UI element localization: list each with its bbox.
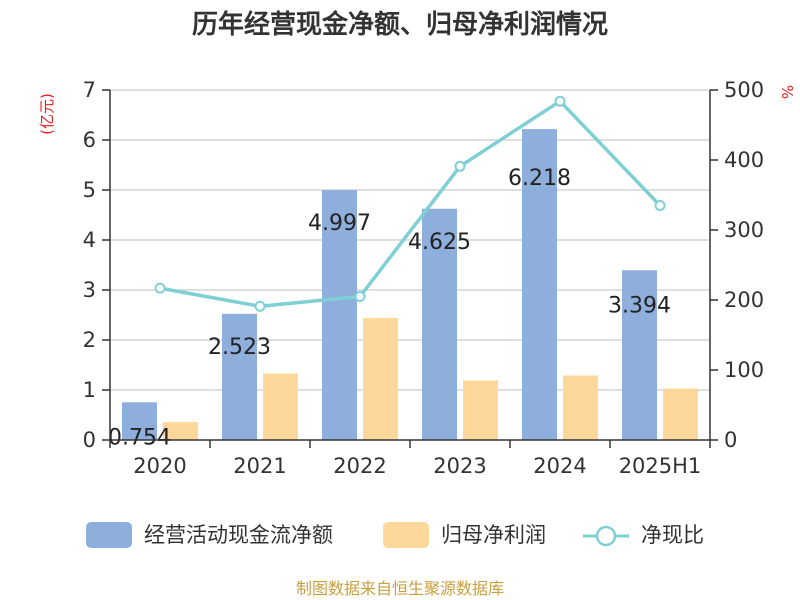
left-axis-tick-label: 7 xyxy=(83,78,96,102)
right-axis-tick-label: 400 xyxy=(724,148,764,172)
axes: 0 1 2 3 4 5 6 7 0 100 200 300 400 500 2020 2021 2022 2023… xyxy=(83,78,764,478)
left-axis-tick-label: 3 xyxy=(83,278,96,302)
chart-title: 历年经营现金净额、归母净利润情况 xyxy=(192,9,608,40)
netprofit-bar xyxy=(363,318,398,440)
left-axis-unit: (亿元) xyxy=(38,93,56,135)
netprofit-bar xyxy=(463,380,498,440)
left-axis-tick-label: 0 xyxy=(83,428,96,452)
legend: 经营活动现金流净额 归母净利润 净现比 xyxy=(86,522,704,548)
source-note: 制图数据来自恒生聚源数据库 xyxy=(296,579,504,598)
right-axis-tick-label: 300 xyxy=(724,218,764,242)
x-axis-category-label: 2024 xyxy=(533,454,586,478)
cashflow-data-label: 6.218 xyxy=(508,166,571,191)
netprofit-bar xyxy=(263,373,298,440)
cashflow-data-label: 0.754 xyxy=(108,425,171,450)
ratio-line xyxy=(154,95,666,312)
cashflow-bar xyxy=(522,129,557,440)
legend-label-cashflow: 经营活动现金流净额 xyxy=(144,523,333,547)
netprofit-bar xyxy=(663,388,698,440)
legend-swatch-cashflow xyxy=(86,522,132,548)
left-axis-tick-label: 6 xyxy=(83,128,96,152)
data-labels: 0.754 2.523 4.997 4.625 6.218 3.394 xyxy=(108,166,671,450)
grid-lines xyxy=(110,89,710,391)
right-axis-tick-label: 200 xyxy=(724,288,764,312)
cashflow-bar xyxy=(622,270,657,440)
cashflow-bar xyxy=(322,190,357,440)
left-axis-tick-label: 2 xyxy=(83,328,96,352)
ratio-point xyxy=(154,282,166,294)
ratio-point xyxy=(454,160,466,172)
legend-swatch-netprofit xyxy=(383,522,429,548)
ratio-line-path xyxy=(159,98,662,309)
legend-marker-ratio xyxy=(595,525,617,547)
x-axis-category-label: 2025H1 xyxy=(619,454,702,478)
right-axis-unit: % xyxy=(778,85,796,99)
x-axis-category-label: 2023 xyxy=(433,454,486,478)
left-axis-tick-label: 4 xyxy=(83,228,96,252)
legend-item-netprofit[interactable]: 归母净利润 xyxy=(383,522,546,548)
x-axis-category-label: 2022 xyxy=(333,454,386,478)
ratio-point xyxy=(554,95,566,107)
netprofit-bar xyxy=(563,375,598,440)
left-axis-tick-label: 1 xyxy=(83,378,96,402)
legend-item-cashflow[interactable]: 经营活动现金流净额 xyxy=(86,522,333,548)
legend-label-netprofit: 归母净利润 xyxy=(441,523,546,547)
cashflow-data-label: 4.625 xyxy=(408,230,471,255)
right-axis-tick-label: 500 xyxy=(724,78,764,102)
ratio-point xyxy=(254,300,266,312)
x-axis-category-label: 2020 xyxy=(133,454,186,478)
cashflow-bar xyxy=(122,402,157,440)
ratio-point xyxy=(354,291,366,302)
cashflow-bar xyxy=(222,313,257,440)
bars xyxy=(122,129,698,440)
netprofit-bar xyxy=(163,422,198,440)
x-axis-category-label: 2021 xyxy=(233,454,286,478)
cashflow-data-label: 3.394 xyxy=(608,293,671,318)
right-axis-tick-label: 0 xyxy=(724,428,737,452)
cashflow-bar xyxy=(422,208,457,440)
ratio-point xyxy=(654,200,666,211)
legend-item-ratio[interactable]: 净现比 xyxy=(583,523,704,547)
cashflow-data-label: 2.523 xyxy=(208,335,271,360)
right-axis-tick-label: 100 xyxy=(724,358,764,382)
legend-label-ratio: 净现比 xyxy=(641,523,704,547)
left-axis-tick-label: 5 xyxy=(83,178,96,202)
cashflow-data-label: 4.997 xyxy=(308,211,371,236)
